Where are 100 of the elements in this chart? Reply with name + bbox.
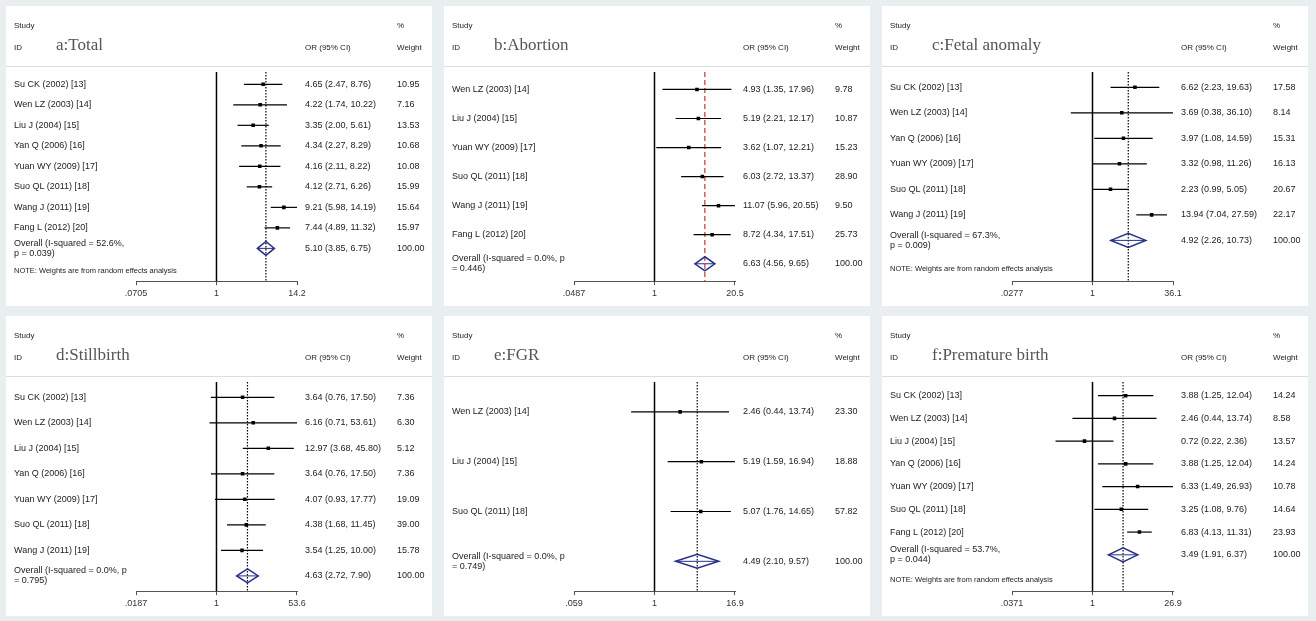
text: 4.92 (2.26, 10.73) xyxy=(1181,234,1253,245)
text: 25.73 xyxy=(835,229,858,240)
text: % xyxy=(1273,21,1281,31)
x-tick-label: 14.2 xyxy=(288,288,306,299)
text: 3.97 (1.08, 14.59) xyxy=(1181,132,1253,143)
text: 28.90 xyxy=(835,171,858,182)
text: OR (95% CI) xyxy=(305,43,352,53)
text: 3.64 (0.76, 17.50) xyxy=(305,468,377,479)
text: 100.00 xyxy=(397,242,425,253)
text: 3.32 (0.98, 11.26) xyxy=(1181,158,1252,169)
text: 7.16 xyxy=(397,99,415,110)
text: ID xyxy=(14,43,23,53)
chart-title: e:FGR xyxy=(494,345,540,365)
text: 100.00 xyxy=(835,555,863,566)
x-tick-label: 1 xyxy=(651,288,657,299)
text: ID xyxy=(14,353,23,363)
point xyxy=(261,82,265,87)
x-tick-label: 1 xyxy=(1089,288,1096,299)
point xyxy=(240,548,244,553)
text: 14.64 xyxy=(1273,503,1296,514)
text: Weight xyxy=(397,43,423,53)
text: % xyxy=(1273,331,1281,341)
text: Weight xyxy=(1273,43,1299,53)
point xyxy=(695,87,699,92)
y-tick-label: Liu J (2004) [15] xyxy=(452,456,518,467)
y-tick-label: Yuan WY (2009) [17] xyxy=(14,493,98,504)
point xyxy=(275,226,280,230)
text: 3.62 (1.07, 12.21) xyxy=(743,142,815,153)
y-tick-label: Suo QL (2011) [18] xyxy=(890,183,966,194)
text: Study xyxy=(452,331,473,341)
y-tick-label: Wen LZ (2003) [14] xyxy=(14,417,92,428)
y-tick-label: Overall (I-squared = 53.7%, p = 0.044) xyxy=(890,544,1001,565)
x-tick-label: 20.5 xyxy=(726,288,744,299)
text: 2.46 (0.44, 13.74) xyxy=(743,406,815,417)
text: Study xyxy=(14,21,35,31)
text: % xyxy=(835,331,843,341)
text: 8.14 xyxy=(1273,107,1291,118)
y-tick-label: Wen LZ (2003) [14] xyxy=(452,406,530,417)
point xyxy=(257,185,262,189)
chart-title: b:Abortion xyxy=(494,35,570,55)
text: 13.94 (7.04, 27.59) xyxy=(1181,209,1258,220)
text: 3.69 (0.38, 36.10) xyxy=(1181,107,1253,118)
text: 19.09 xyxy=(397,493,420,504)
text: 5.10 (3.85, 6.75) xyxy=(305,242,372,253)
text: 8.58 xyxy=(1273,412,1291,423)
y-tick-label: Overall (I-squared = 0.0%, p = 0.446) xyxy=(452,253,565,274)
y-tick-label: Suo QL (2011) [18] xyxy=(14,181,90,192)
text: 0.72 (0.22, 2.36) xyxy=(1181,435,1248,446)
y-tick-label: Yuan WY (2009) [17] xyxy=(14,160,98,171)
chart-title: a:Total xyxy=(56,35,104,55)
text: 15.97 xyxy=(397,222,420,233)
text: 4.93 (1.35, 17.96) xyxy=(743,83,815,94)
text: Study xyxy=(890,21,911,31)
text: 22.17 xyxy=(1273,209,1296,220)
y-tick-label: Su CK (2002) [13] xyxy=(14,78,87,89)
y-tick-label: Liu J (2004) [15] xyxy=(452,112,518,123)
text: 6.03 (2.72, 13.37) xyxy=(743,171,815,182)
text: 7.36 xyxy=(397,468,415,479)
y-tick-label: Yuan WY (2009) [17] xyxy=(890,481,974,492)
text: 3.88 (1.25, 12.04) xyxy=(1181,390,1253,401)
text: 4.07 (0.93, 17.77) xyxy=(305,493,377,504)
y-tick-label: Fang L (2012) [20] xyxy=(14,222,88,233)
y-tick-label: Yuan WY (2009) [17] xyxy=(452,142,536,153)
text: 5.12 xyxy=(397,442,415,453)
text: 17.58 xyxy=(1273,81,1296,92)
y-tick-label: Wen LZ (2003) [14] xyxy=(452,83,530,94)
point xyxy=(243,497,247,502)
y-tick-label: Wen LZ (2003) [14] xyxy=(890,412,968,423)
y-tick-label: Suo QL (2011) [18] xyxy=(452,171,528,182)
text: 15.99 xyxy=(397,181,420,192)
text: 5.19 (1.59, 16.94) xyxy=(743,456,815,467)
text: 4.34 (2.27, 8.29) xyxy=(305,140,372,151)
x-tick-label: 1 xyxy=(1090,598,1096,609)
text: 13.53 xyxy=(397,119,420,130)
text: 15.23 xyxy=(835,142,858,153)
x-tick-label: 36.1 xyxy=(1164,288,1182,299)
text: 10.87 xyxy=(835,112,858,123)
point xyxy=(240,472,245,476)
text: 3.25 (1.08, 9.76) xyxy=(1181,503,1248,514)
y-tick-label: Liu J (2004) [15] xyxy=(14,442,80,453)
x-tick-label: 1 xyxy=(652,598,658,609)
text: 9.78 xyxy=(835,83,853,94)
text: 100.00 xyxy=(397,570,425,581)
text: 15.31 xyxy=(1273,132,1296,143)
point xyxy=(244,523,249,527)
text: 4.38 (1.68, 11.45) xyxy=(305,519,376,530)
text: 20.67 xyxy=(1273,183,1296,194)
text: 4.22 (1.74, 10.22) xyxy=(305,99,377,110)
text: 4.12 (2.71, 6.26) xyxy=(305,181,372,192)
text: Weight xyxy=(835,353,861,363)
text: 39.00 xyxy=(397,519,420,530)
point xyxy=(256,240,276,257)
text: ID xyxy=(452,43,461,53)
text: 6.83 (4.13, 11.31) xyxy=(1181,526,1252,537)
text: 57.82 xyxy=(835,505,858,516)
y-tick-label: Su CK (2002) [13] xyxy=(890,81,963,92)
text: 3.54 (1.25, 10.00) xyxy=(305,544,377,555)
text: 10.08 xyxy=(397,160,420,171)
text: 11.07 (5.96, 20.55) xyxy=(743,200,819,211)
text: 13.57 xyxy=(1273,435,1296,446)
